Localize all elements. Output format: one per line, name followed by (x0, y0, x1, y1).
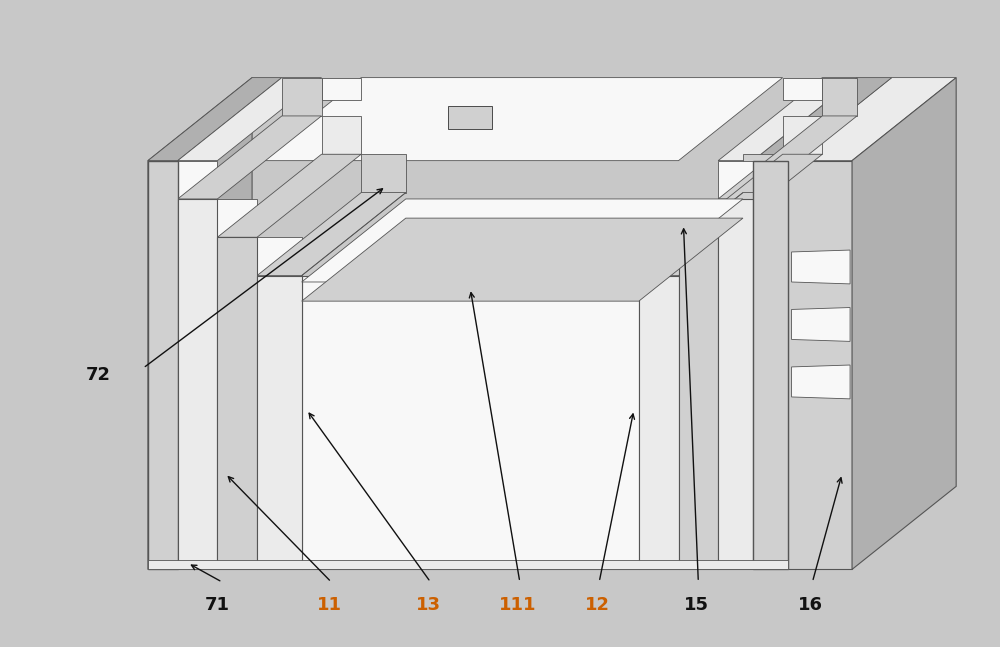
Polygon shape (217, 154, 361, 237)
Polygon shape (788, 78, 956, 160)
Polygon shape (788, 160, 852, 569)
Polygon shape (178, 160, 217, 199)
Polygon shape (217, 237, 257, 569)
Polygon shape (718, 160, 753, 199)
Polygon shape (679, 237, 718, 569)
Text: 11: 11 (317, 595, 342, 613)
Polygon shape (783, 116, 822, 154)
Polygon shape (639, 237, 679, 276)
Text: 13: 13 (416, 595, 441, 613)
Polygon shape (178, 116, 322, 199)
Polygon shape (753, 160, 788, 569)
Polygon shape (302, 276, 639, 569)
Polygon shape (257, 237, 302, 276)
Polygon shape (639, 193, 783, 276)
Polygon shape (792, 250, 850, 284)
Polygon shape (718, 78, 857, 160)
Polygon shape (852, 78, 956, 569)
Polygon shape (322, 116, 361, 154)
Polygon shape (217, 199, 257, 237)
Polygon shape (792, 365, 850, 399)
Polygon shape (783, 78, 822, 100)
Polygon shape (361, 154, 406, 193)
Polygon shape (148, 560, 788, 569)
Polygon shape (148, 160, 178, 569)
Polygon shape (148, 78, 252, 569)
Polygon shape (178, 78, 322, 160)
Polygon shape (257, 78, 783, 160)
Polygon shape (322, 78, 361, 100)
Polygon shape (679, 154, 822, 237)
Polygon shape (753, 78, 892, 160)
Polygon shape (302, 218, 743, 301)
Text: 111: 111 (499, 595, 537, 613)
Polygon shape (282, 78, 322, 116)
Polygon shape (743, 154, 783, 193)
Polygon shape (679, 199, 718, 237)
Polygon shape (302, 199, 743, 282)
Text: 12: 12 (585, 595, 610, 613)
Polygon shape (406, 234, 743, 487)
Polygon shape (148, 487, 892, 569)
Text: 16: 16 (798, 595, 823, 613)
Text: 71: 71 (205, 595, 230, 613)
Polygon shape (822, 78, 857, 116)
Polygon shape (639, 276, 679, 569)
Polygon shape (448, 105, 492, 129)
Polygon shape (257, 193, 406, 276)
Polygon shape (792, 307, 850, 342)
Text: 15: 15 (684, 595, 709, 613)
Polygon shape (718, 199, 753, 569)
Text: 72: 72 (86, 366, 111, 384)
Polygon shape (148, 78, 282, 160)
Polygon shape (257, 276, 302, 569)
Polygon shape (718, 116, 857, 199)
Polygon shape (178, 199, 217, 569)
